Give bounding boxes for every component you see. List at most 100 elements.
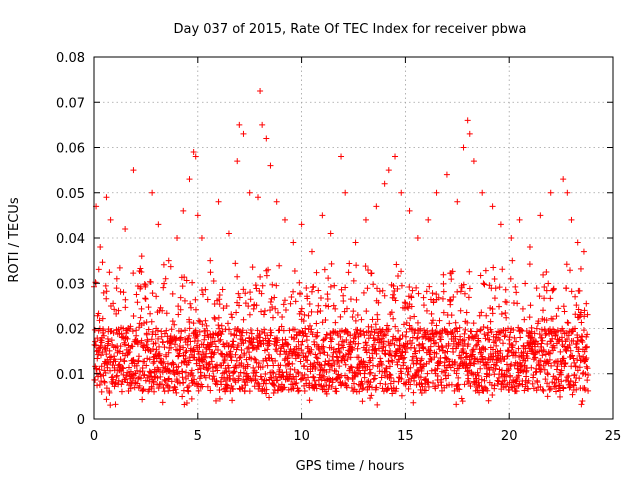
data-point [246, 311, 253, 318]
data-point [582, 356, 589, 363]
data-point [183, 277, 190, 284]
data-point [203, 322, 210, 329]
data-point [316, 371, 323, 378]
data-point [165, 349, 172, 356]
data-point [155, 221, 162, 228]
data-point [204, 383, 211, 390]
data-point [298, 221, 305, 228]
data-point [502, 298, 509, 305]
data-point [324, 295, 331, 302]
data-point [554, 327, 561, 334]
data-point [364, 386, 371, 393]
data-point [261, 326, 268, 333]
y-tick-label: 0.02 [56, 323, 85, 338]
data-point [549, 335, 556, 342]
data-point [101, 367, 108, 374]
data-point [560, 303, 567, 310]
data-point [220, 305, 227, 312]
data-point [512, 349, 519, 356]
data-point [414, 319, 421, 326]
data-point [160, 384, 167, 391]
data-point [211, 349, 218, 356]
data-point [148, 318, 155, 325]
data-point [482, 346, 489, 353]
data-point [205, 365, 212, 372]
data-point [402, 300, 409, 307]
data-point [354, 326, 361, 333]
data-point [282, 336, 289, 343]
data-point [511, 383, 518, 390]
data-point [435, 294, 442, 301]
data-point [317, 308, 324, 315]
data-point [379, 385, 386, 392]
data-point [404, 371, 411, 378]
data-point [560, 176, 567, 183]
data-point [470, 158, 477, 165]
data-point [154, 374, 161, 381]
data-point [342, 284, 349, 291]
data-point [540, 387, 547, 394]
data-point [460, 144, 467, 151]
y-tick-label: 0.05 [56, 187, 85, 202]
y-tick-label: 0.08 [56, 51, 85, 66]
data-point [584, 365, 591, 372]
data-point [143, 319, 150, 326]
data-point [387, 380, 394, 387]
data-point [105, 338, 112, 345]
data-point [444, 328, 451, 335]
data-point [399, 332, 406, 339]
data-point [323, 390, 330, 397]
data-point [376, 288, 383, 295]
data-point [295, 388, 302, 395]
data-point [533, 325, 540, 332]
data-point [122, 341, 128, 348]
data-point [491, 295, 498, 302]
data-point [202, 317, 209, 324]
data-point [408, 303, 415, 310]
data-point [240, 286, 247, 293]
data-point [349, 313, 356, 320]
data-point [107, 216, 114, 223]
data-point [352, 373, 359, 380]
data-point [372, 321, 379, 328]
data-point [175, 311, 182, 318]
data-point [567, 267, 574, 274]
data-point [122, 296, 129, 303]
data-point [576, 364, 583, 371]
data-point [542, 331, 549, 338]
data-point [393, 385, 400, 392]
data-point [411, 377, 418, 384]
data-point [255, 360, 262, 367]
data-point [583, 355, 590, 362]
data-point [194, 212, 201, 219]
data-point [140, 386, 147, 393]
data-point [396, 356, 403, 363]
data-point [419, 383, 426, 390]
data-point [152, 340, 159, 347]
data-point [234, 273, 241, 280]
data-point [151, 358, 158, 365]
data-point [309, 331, 316, 338]
data-point [492, 362, 499, 369]
data-point [513, 289, 520, 296]
data-point [160, 284, 167, 291]
data-point [184, 341, 191, 348]
data-point [345, 269, 352, 276]
data-point [340, 298, 347, 305]
data-point [115, 377, 122, 384]
data-point [259, 121, 266, 128]
data-point [584, 331, 591, 338]
data-point [461, 290, 468, 297]
data-point [554, 358, 561, 365]
data-point [295, 352, 302, 359]
data-point [253, 302, 260, 309]
data-point [472, 342, 479, 349]
data-point [276, 262, 283, 269]
data-point [507, 372, 514, 379]
data-point [387, 348, 394, 355]
data-point [191, 354, 198, 361]
data-point [206, 346, 213, 353]
data-point [380, 338, 387, 345]
data-point [576, 375, 583, 382]
data-point [242, 290, 249, 297]
